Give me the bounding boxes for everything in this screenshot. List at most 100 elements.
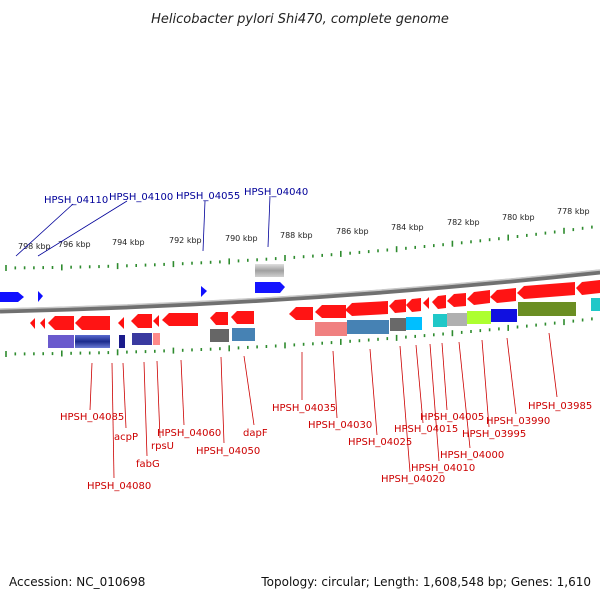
tick-label-788: 788 kbp [280, 231, 313, 240]
gene-feature-box[interactable] [518, 302, 576, 316]
ruler-tick [274, 344, 277, 348]
gene-arrow[interactable] [0, 292, 24, 302]
gene-feature-box[interactable] [491, 309, 517, 322]
ruler-tick [340, 338, 342, 345]
gene-label-hpsh-04050[interactable]: HPSH_04050 [196, 446, 260, 457]
ruler-tick [591, 317, 593, 321]
gene-feature-box[interactable] [347, 320, 389, 334]
gene-label-hpsh-04035[interactable]: HPSH_04035 [272, 403, 336, 414]
ruler-tick [247, 258, 249, 262]
gene-arrow[interactable] [406, 298, 421, 312]
gene-arrow[interactable] [490, 288, 516, 303]
ruler-tick [228, 258, 230, 265]
ruler-tick [451, 240, 454, 247]
gene-label-rpsu[interactable]: rpsU [151, 441, 174, 452]
gene-feature-box[interactable] [232, 328, 255, 341]
gene-feature-box[interactable] [153, 333, 160, 345]
gene-feature-box[interactable] [406, 317, 422, 330]
gene-label-hpsh-04040[interactable]: HPSH_04040 [244, 187, 308, 198]
gene-arrow[interactable] [38, 291, 43, 302]
gene-feature-box[interactable] [433, 314, 447, 327]
gene-arrow[interactable] [40, 318, 45, 329]
gene-arrow[interactable] [423, 297, 429, 309]
ruler-tick [349, 251, 351, 255]
gene-arrow[interactable] [201, 286, 207, 297]
gene-feature-box[interactable] [315, 322, 347, 336]
ruler-tick [433, 333, 435, 337]
gene-feature-box[interactable] [467, 311, 491, 324]
gene-arrow[interactable] [75, 316, 110, 330]
gene-label-hpsh-04030[interactable]: HPSH_04030 [308, 420, 372, 431]
gene-feature-box[interactable] [255, 264, 284, 277]
ruler-tick [107, 351, 110, 355]
ruler-tick [88, 265, 91, 269]
gene-arrow[interactable] [289, 307, 313, 320]
gene-arrow[interactable] [255, 282, 285, 293]
ruler-tick [98, 265, 100, 269]
gene-label-dapf[interactable]: dapF [243, 428, 268, 439]
ruler-tick [172, 347, 175, 354]
gene-label-hpsh-04015[interactable]: HPSH_04015 [394, 424, 458, 435]
gene-arrow[interactable] [153, 315, 159, 327]
gene-label-acpp[interactable]: acpP [114, 432, 138, 443]
gene-feature-box[interactable] [48, 335, 74, 348]
ruler-tick [284, 255, 286, 261]
leader-line [481, 339, 490, 428]
gene-arrow[interactable] [315, 305, 346, 318]
gene-label-hpsh-03995[interactable]: HPSH_03995 [462, 429, 526, 440]
ruler-tick [386, 248, 389, 252]
gene-feature-box[interactable] [119, 335, 125, 348]
gene-arrow[interactable] [30, 318, 35, 329]
gene-label-hpsh-04100[interactable]: HPSH_04100 [109, 192, 173, 203]
gene-arrow[interactable] [210, 312, 228, 325]
ruler-tick [340, 250, 342, 257]
gene-arrow[interactable] [576, 280, 600, 295]
ruler-tick [107, 264, 110, 268]
gene-arrow[interactable] [517, 282, 575, 299]
ruler-tick [581, 226, 584, 230]
gene-arrow[interactable] [447, 293, 466, 307]
gene-label-hpsh-04055[interactable]: HPSH_04055 [176, 191, 240, 202]
gene-label-hpsh-03985[interactable]: HPSH_03985 [528, 401, 592, 412]
ruler-tick [535, 323, 537, 327]
leader-line [506, 337, 517, 415]
ruler-tick [433, 244, 435, 248]
gene-arrow[interactable] [389, 299, 406, 313]
gene-label-hpsh-04110[interactable]: HPSH_04110 [44, 195, 108, 206]
gene-label-hpsh-04000[interactable]: HPSH_04000 [440, 450, 504, 461]
gene-arrow[interactable] [345, 301, 388, 316]
forward-gene-labels: HPSH_04085 acpP HPSH_04080 fabG rpsU HPS… [60, 332, 592, 492]
gene-label-hpsh-04060[interactable]: HPSH_04060 [157, 428, 221, 439]
ruler-tick [51, 352, 54, 356]
gene-arrow[interactable] [432, 295, 446, 309]
gene-label-hpsh-04010[interactable]: HPSH_04010 [411, 463, 475, 474]
gene-arrow[interactable] [131, 314, 152, 328]
gene-arrow[interactable] [162, 313, 198, 326]
ruler-tick [256, 345, 258, 349]
gene-arrow[interactable] [48, 316, 74, 330]
gene-feature-box[interactable] [390, 318, 406, 331]
gene-label-fabg[interactable]: fabG [136, 459, 160, 470]
gene-label-hpsh-03990[interactable]: HPSH_03990 [486, 416, 550, 427]
gene-arrow[interactable] [467, 290, 490, 305]
ruler-tick [5, 265, 7, 271]
ruler-tick [154, 263, 156, 267]
ruler-tick [516, 235, 519, 238]
gene-feature-box[interactable] [75, 335, 110, 348]
gene-label-hpsh-04020[interactable]: HPSH_04020 [381, 474, 445, 485]
gene-feature-box[interactable] [591, 298, 600, 311]
gene-arrow[interactable] [118, 317, 124, 329]
map-title: Helicobacter pylori Shi470, complete gen… [151, 12, 449, 27]
gene-arrow[interactable] [231, 311, 254, 324]
gene-label-hpsh-04085[interactable]: HPSH_04085 [60, 412, 124, 423]
ruler-tick [191, 348, 193, 352]
ruler-tick [386, 337, 389, 341]
gene-label-hpsh-04005[interactable]: HPSH_04005 [420, 412, 484, 423]
leader-line [37, 200, 128, 257]
gene-label-hpsh-04080[interactable]: HPSH_04080 [87, 481, 151, 492]
gene-label-hpsh-04025[interactable]: HPSH_04025 [348, 437, 412, 448]
gene-feature-box[interactable] [210, 329, 229, 342]
gene-feature-box[interactable] [447, 313, 467, 326]
gene-feature-box[interactable] [132, 333, 152, 345]
tick-label-798: 798 kbp [18, 242, 51, 251]
